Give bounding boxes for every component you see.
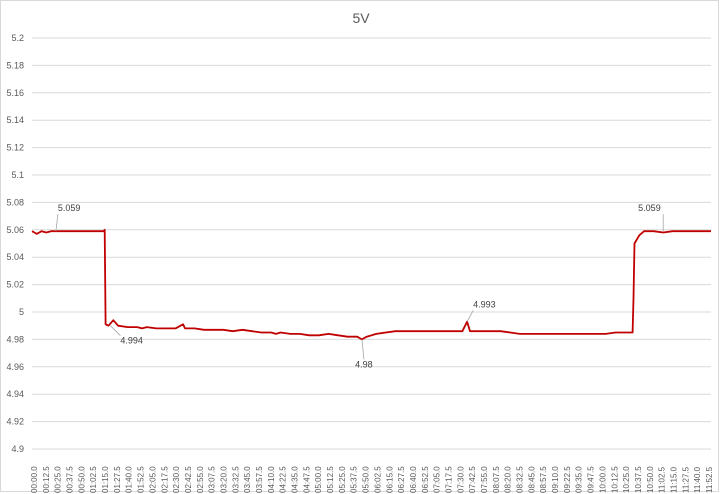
x-tick-label: 10:12.5 [610,466,619,493]
x-tick-label: 11:15.0 [669,466,678,493]
x-axis-ticks: 00:00.0 00:12.5 00:25.0 00:37.5 00:50.0 01:02… [30,466,714,493]
y-tick-label: 5.04 [6,252,24,262]
x-tick-label: 06:40.0 [409,466,418,493]
data-label: 4.994 [120,336,143,346]
x-tick-label: 07:55.0 [480,466,489,493]
x-tick-label: 08:20.0 [504,466,513,493]
x-tick-label: 00:37.5 [66,466,75,493]
x-tick-label: 10:25.0 [622,466,631,493]
x-tick-label: 04:22.5 [279,466,288,493]
x-tick-label: 06:15.0 [385,466,394,493]
annotation-leader [361,339,365,360]
x-tick-label: 07:30.0 [456,466,465,493]
y-tick-label: 5 [19,307,24,317]
x-tick-label: 05:25.0 [338,466,347,493]
x-tick-label: 04:47.5 [302,466,311,493]
x-tick-label: 11:27.5 [681,466,690,493]
series-line [31,228,711,341]
x-tick-label: 01:52.5 [137,466,146,493]
annotation-leader [110,325,121,336]
y-tick-label: 4.98 [6,334,24,344]
data-label: 4.98 [355,359,373,369]
x-tick-label: 11:52.5 [705,466,714,493]
y-tick-label: 5.14 [6,115,24,125]
x-tick-label: 09:47.5 [587,466,596,493]
x-tick-label: 04:35.0 [291,466,300,493]
gridlines [32,37,711,450]
x-tick-label: 11:40.0 [693,466,702,493]
x-tick-label: 01:27.5 [113,466,122,493]
x-tick-label: 03:20.0 [219,466,228,493]
x-tick-label: 06:02.5 [373,466,382,493]
y-tick-label: 4.94 [6,389,24,399]
x-tick-label: 00:50.0 [77,466,86,493]
x-tick-label: 00:12.5 [42,466,51,493]
x-tick-label: 04:10.0 [267,466,276,493]
x-tick-label: 03:07.5 [208,466,217,493]
x-tick-label: 08:32.5 [516,466,525,493]
data-label: 5.059 [638,203,661,213]
y-tick-label: 4.9 [11,444,24,454]
x-tick-label: 06:27.5 [397,466,406,493]
x-tick-label: 10:50.0 [646,466,655,493]
x-tick-label: 06:52.5 [421,466,430,493]
annotations: 5.059 4.994 4.98 4.993 5.059 [55,203,664,369]
series-layer [31,228,711,341]
x-tick-label: 03:45.0 [243,466,252,493]
x-tick-label: 09:10.0 [551,466,560,493]
x-tick-label: 01:15.0 [101,466,110,493]
x-tick-label: 10:37.5 [634,466,643,493]
y-tick-label: 4.96 [6,362,24,372]
x-tick-label: 02:17.5 [160,466,169,493]
x-tick-label: 00:25.0 [54,466,63,493]
y-tick-label: 4.92 [6,417,24,427]
y-tick-label: 5.06 [6,225,24,235]
x-tick-label: 10:00.0 [598,466,607,493]
y-tick-label: 5.08 [6,197,24,207]
x-tick-label: 02:30.0 [172,466,181,493]
data-label: 5.059 [58,203,81,213]
x-tick-label: 08:57.5 [539,466,548,493]
data-label: 4.993 [473,300,496,310]
x-tick-label: 05:50.0 [362,466,371,493]
x-tick-label: 11:02.5 [658,466,667,493]
x-tick-label: 00:00.0 [30,466,39,493]
x-tick-label: 05:00.0 [314,466,323,493]
chart-title: 5V [352,10,370,26]
x-tick-label: 03:32.5 [231,466,240,493]
x-tick-label: 07:17.5 [444,466,453,493]
x-tick-label: 02:05.0 [148,466,157,493]
y-tick-label: 5.1 [11,170,24,180]
y-axis-ticks: 4.9 4.92 4.94 4.96 4.98 5 5.02 5.04 5.06 5.08 5.1 5… [6,33,24,454]
x-tick-label: 08:45.0 [527,466,536,493]
x-tick-label: 07:05.0 [433,466,442,493]
y-tick-label: 5.2 [11,33,24,43]
x-tick-label: 02:55.0 [196,466,205,493]
annotation-leader [466,310,474,322]
x-tick-label: 01:02.5 [89,466,98,493]
x-tick-label: 07:42.5 [468,466,477,493]
x-tick-label: 09:35.0 [575,466,584,493]
x-tick-label: 05:12.5 [326,466,335,493]
y-tick-label: 5.16 [6,88,24,98]
annotation-leader [55,214,59,232]
x-tick-label: 01:40.0 [125,466,134,493]
x-tick-label: 03:57.5 [255,466,264,493]
x-tick-label: 02:42.5 [184,466,193,493]
x-tick-label: 05:37.5 [350,466,359,493]
y-tick-label: 5.18 [6,60,24,70]
y-tick-label: 5.02 [6,280,24,290]
x-tick-label: 08:07.5 [492,466,501,493]
y-tick-label: 5.12 [6,143,24,153]
x-tick-label: 09:22.5 [563,466,572,493]
